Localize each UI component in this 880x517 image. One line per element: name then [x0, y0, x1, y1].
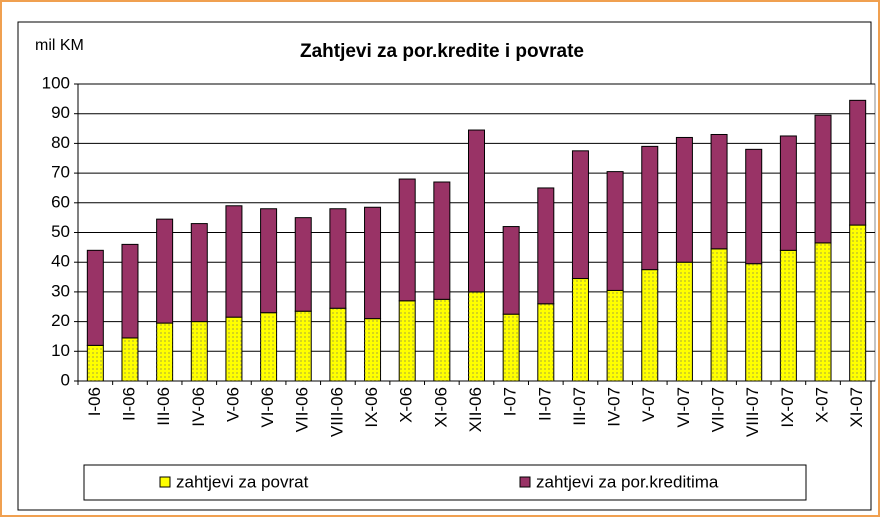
bar-texture	[121, 337, 138, 381]
bar	[398, 178, 416, 302]
x-tick-label: XII-06	[466, 387, 485, 432]
bar	[571, 150, 589, 280]
x-tick-label: VII-07	[709, 387, 728, 432]
x-tick-label: IV-07	[605, 387, 624, 427]
bar-texture	[780, 250, 797, 381]
legend-label: zahtjevi za povrat	[176, 472, 309, 491]
y-tick-label: 30	[51, 281, 70, 300]
x-tick-label: V-06	[223, 387, 242, 422]
bar	[537, 187, 555, 305]
bar-texture	[572, 278, 589, 381]
y-axis-label: mil KM	[35, 37, 84, 54]
bar	[225, 205, 243, 318]
x-tick-label: VII-06	[293, 387, 312, 432]
x-tick-label: X-07	[813, 387, 832, 423]
bar-texture	[849, 225, 866, 381]
bar-texture	[468, 291, 485, 381]
legend-label: zahtjevi za por.kreditima	[536, 472, 719, 491]
bar	[260, 208, 278, 314]
y-tick-label: 70	[51, 163, 70, 182]
bar-texture	[433, 299, 450, 381]
bar	[294, 217, 312, 312]
x-tick-label: I-07	[501, 387, 520, 416]
x-tick-label: XI-06	[431, 387, 450, 428]
legend-swatch	[519, 476, 531, 488]
bar	[710, 133, 728, 250]
y-tick-label: 100	[42, 73, 70, 92]
x-tick-label: I-06	[85, 387, 104, 416]
legend-swatch	[159, 476, 171, 488]
x-tick-label: VI-06	[258, 387, 277, 428]
y-tick-label: 80	[51, 133, 70, 152]
bar-texture	[537, 303, 554, 381]
bar	[121, 243, 139, 339]
bar-texture	[260, 312, 277, 381]
bar	[849, 99, 867, 226]
bar-texture	[641, 269, 658, 381]
bar-texture	[711, 248, 728, 381]
y-tick-label: 20	[51, 311, 70, 330]
y-tick-label: 60	[51, 192, 70, 211]
bar-texture	[503, 314, 520, 381]
bar	[641, 145, 659, 271]
bar	[779, 135, 797, 251]
chart-title: Zahtjevi za por.kredite i povrate	[300, 41, 584, 62]
bar	[814, 114, 832, 244]
bar-texture	[364, 318, 381, 381]
x-tick-label: VIII-06	[327, 387, 346, 437]
bar	[364, 206, 382, 320]
x-tick-label: IX-07	[778, 387, 797, 428]
bar-texture	[399, 300, 416, 381]
x-tick-label: VIII-07	[743, 387, 762, 437]
y-tick-label: 10	[51, 341, 70, 360]
x-tick-label: II-07	[535, 387, 554, 421]
x-tick-label: IV-06	[189, 387, 208, 427]
bar-texture	[225, 317, 242, 381]
bar-texture	[815, 242, 832, 381]
x-tick-label: XI-07	[847, 387, 866, 428]
bar-texture	[607, 290, 624, 381]
bar-texture	[295, 311, 312, 381]
bar	[156, 218, 174, 324]
bar-texture	[191, 321, 208, 381]
x-tick-label: II-06	[119, 387, 138, 421]
x-tick-label: V-07	[639, 387, 658, 422]
bar-texture	[745, 263, 762, 381]
bar-texture	[156, 323, 173, 381]
y-tick-label: 50	[51, 222, 70, 241]
legend	[83, 464, 807, 501]
x-tick-label: III-07	[570, 387, 589, 426]
x-tick-label: IX-06	[362, 387, 381, 428]
bar	[86, 249, 104, 346]
bar	[329, 208, 347, 309]
y-tick-label: 0	[61, 370, 70, 389]
bar	[606, 171, 624, 291]
bar	[433, 181, 451, 300]
bar-texture	[676, 262, 693, 381]
bar	[745, 148, 763, 265]
x-tick-label: III-06	[154, 387, 173, 426]
bar	[468, 129, 485, 293]
x-tick-label: VI-07	[674, 387, 693, 428]
x-tick-label: X-06	[397, 387, 416, 423]
y-tick-label: 90	[51, 103, 70, 122]
bar-texture	[329, 308, 346, 381]
bar	[190, 223, 208, 323]
bar-texture	[87, 345, 104, 381]
bar	[502, 226, 520, 315]
y-tick-label: 40	[51, 252, 70, 271]
bar	[675, 136, 693, 263]
